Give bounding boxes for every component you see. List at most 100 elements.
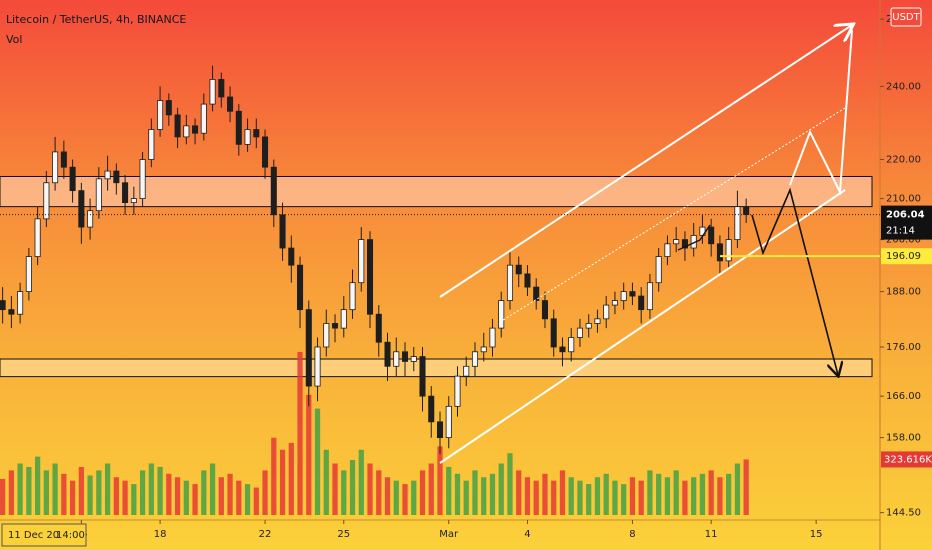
candle-body: [60, 151, 67, 168]
x-tick-label: 8: [629, 529, 635, 540]
y-tick-label: 176.00: [886, 342, 921, 353]
candle-body: [69, 166, 76, 192]
candle-body: [673, 239, 680, 245]
candle-body: [393, 351, 400, 367]
volume-bar: [218, 477, 224, 515]
volume-bar: [603, 473, 609, 515]
chart-title: Litecoin / TetherUS, 4h, BINANCE: [6, 13, 186, 26]
volume-bar: [734, 463, 741, 515]
volume-bar: [323, 449, 329, 515]
volume-bar: [104, 463, 111, 515]
volume-bar: [183, 480, 189, 515]
volume-bar: [253, 487, 259, 515]
volume-bar: [139, 470, 146, 515]
y-tick-label: 210.00: [886, 194, 921, 205]
candle-body: [515, 264, 522, 275]
volume-bar: [542, 473, 548, 515]
candle-body: [297, 264, 304, 311]
candle-body: [428, 395, 435, 423]
candle-body: [681, 239, 688, 249]
volume-bar: [629, 477, 636, 515]
candle-body: [664, 243, 671, 257]
volume-label: Vol: [6, 33, 22, 46]
volume-bar: [0, 478, 6, 515]
volume-bar: [411, 480, 417, 515]
candle-body: [419, 356, 426, 397]
volume-bar: [288, 442, 294, 515]
volume-bar: [78, 466, 84, 515]
candle-body: [576, 327, 583, 338]
volume-bar: [664, 477, 671, 515]
level-label: 196.09: [886, 251, 921, 262]
last-price-label: 206.04: [886, 210, 925, 221]
volume-bar: [463, 480, 469, 515]
candle-body: [349, 282, 356, 311]
candle-body: [629, 291, 636, 297]
volume-bar: [498, 463, 504, 515]
volume-bar: [122, 480, 128, 515]
candle-body: [288, 247, 295, 266]
zone: [0, 358, 873, 378]
volume-bar: [559, 470, 566, 515]
candle-body: [498, 300, 505, 329]
candle-body: [270, 166, 277, 216]
candle-body: [87, 210, 94, 228]
volume-bar: [8, 470, 14, 515]
candle-body: [17, 291, 24, 315]
candle-body: [148, 129, 155, 160]
candle-body: [0, 300, 6, 311]
volume-bar: [34, 456, 41, 515]
volume-bar: [437, 446, 443, 515]
volume-bar: [244, 484, 251, 515]
drawings: [439, 25, 853, 464]
volume-bar: [297, 351, 303, 515]
candle-body: [314, 346, 321, 387]
candle-body: [725, 239, 732, 262]
volume-bar: [594, 477, 601, 515]
candle-body: [559, 346, 566, 353]
volume-bar: [174, 477, 181, 515]
candle-body: [524, 273, 531, 288]
currency-badge[interactable]: [890, 7, 922, 27]
volume-bar: [586, 484, 592, 515]
candle-body: [253, 129, 260, 138]
volume-bar: [341, 470, 347, 515]
volume-bar: [236, 480, 242, 515]
candle-body: [401, 351, 409, 362]
crosshair-badge: [1, 523, 87, 547]
x-tick-label: Mar: [439, 529, 459, 540]
candle-body: [8, 309, 15, 315]
candle-body: [533, 286, 540, 301]
candle-body: [436, 421, 444, 439]
candle-body: [122, 182, 129, 204]
volume-bar: [638, 480, 644, 515]
candle-body: [165, 100, 172, 116]
volume-bar: [533, 480, 539, 515]
volume-bar: [691, 477, 697, 515]
candle-body: [340, 309, 347, 329]
y-tick-label: 240.00: [886, 81, 921, 92]
candle-body: [218, 79, 225, 98]
volume-bar: [428, 463, 434, 515]
candle-body: [305, 309, 312, 387]
zone: [0, 175, 873, 208]
volume-bar: [209, 463, 216, 515]
volume-bar: [384, 477, 391, 515]
candle-body: [323, 323, 330, 348]
candle-body: [183, 125, 190, 138]
candle-body: [480, 346, 487, 353]
x-tick-label: 11: [705, 529, 718, 540]
volume-bar: [113, 477, 119, 515]
currency-label: USDT: [892, 12, 920, 23]
channel-line: [439, 25, 852, 298]
projection: [789, 29, 853, 196]
candle-body: [139, 159, 146, 200]
x-tick-label: 15: [810, 529, 823, 540]
volume-bar: [419, 470, 426, 515]
candle-body: [384, 341, 391, 367]
candle-body: [550, 318, 557, 348]
level-badge: [881, 248, 932, 265]
y-tick-label: 188.00: [886, 287, 921, 298]
